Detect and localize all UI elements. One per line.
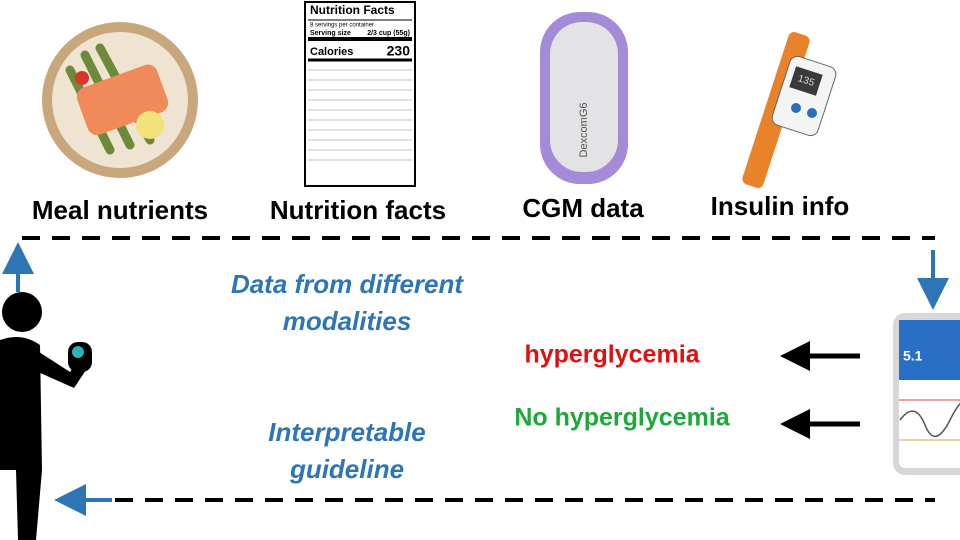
outcome-positive: hyperglycemia [524, 341, 700, 369]
serving-amount: 2/3 cup (55g) [367, 30, 410, 37]
label: Insulin info [711, 191, 850, 221]
cgm-brand: DexcomG6 [578, 102, 590, 157]
flow-text: guideline [289, 454, 404, 484]
phone-reading: 5.1 [903, 348, 923, 364]
cgm-icon: DexcomG6 [540, 12, 628, 184]
phone-icon: 5.1 [893, 313, 960, 475]
flow-text: modalities [283, 306, 412, 336]
flow-text: Interpretable [268, 417, 426, 447]
meal-icon [42, 22, 198, 178]
calories-value: 230 [387, 43, 411, 59]
pen-display: 135 [796, 73, 816, 89]
outcome-negative: No hyperglycemia [514, 404, 730, 432]
label: CGM data [522, 193, 644, 223]
serving-size: Serving size [310, 30, 351, 37]
nutrition-title: Nutrition Facts [310, 3, 395, 17]
person-icon [0, 292, 92, 540]
label: Nutrition facts [270, 195, 446, 225]
nutrition-label-icon: Nutrition Facts 8 servings per container… [304, 1, 416, 187]
flow-text: Data from different [231, 269, 464, 299]
insulin-pen-icon: 135 [742, 32, 837, 188]
calories: Calories [310, 46, 353, 58]
servings: 8 servings per container [310, 23, 374, 29]
label: Meal nutrients [32, 195, 208, 225]
